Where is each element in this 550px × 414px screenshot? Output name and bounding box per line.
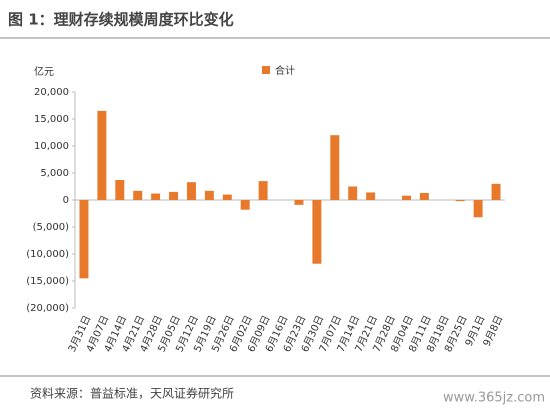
bar — [419, 192, 429, 200]
bar — [312, 200, 322, 264]
y-tick-label: 10,000 — [34, 141, 69, 152]
bar — [348, 186, 358, 200]
bar — [258, 181, 268, 200]
y-tick-label: (10,000) — [26, 249, 69, 260]
bar — [473, 200, 483, 218]
bar — [169, 191, 179, 200]
bar — [401, 195, 411, 200]
y-tick-label: (5,000) — [33, 222, 70, 233]
bar — [115, 180, 125, 200]
y-tick-label: (15,000) — [26, 276, 69, 287]
bar — [330, 135, 340, 200]
watermark: www.365jz.com — [443, 391, 545, 406]
bar — [455, 200, 465, 202]
bar — [491, 183, 501, 200]
chart-title: 图 1：理财存续规模周度环比变化 — [8, 11, 234, 29]
bar — [204, 190, 214, 200]
bar — [222, 194, 232, 200]
bar — [186, 182, 196, 200]
y-tick-label: 0 — [63, 195, 69, 206]
source: 资料来源：普益标准，天风证券研究所 — [30, 386, 234, 401]
y-tick-label: 20,000 — [34, 87, 69, 98]
legend-label: 合计 — [275, 64, 295, 77]
bar — [240, 200, 250, 210]
bar — [79, 200, 89, 279]
bar — [133, 190, 143, 200]
y-unit: 亿元 — [34, 65, 54, 78]
bar — [294, 200, 304, 205]
bar — [151, 193, 161, 200]
bar — [97, 110, 107, 200]
y-tick-label: 15,000 — [34, 114, 69, 125]
legend-swatch — [262, 66, 270, 74]
y-tick-label: (20,000) — [26, 303, 69, 314]
bar — [366, 192, 376, 200]
y-tick-label: 5,000 — [40, 168, 69, 179]
